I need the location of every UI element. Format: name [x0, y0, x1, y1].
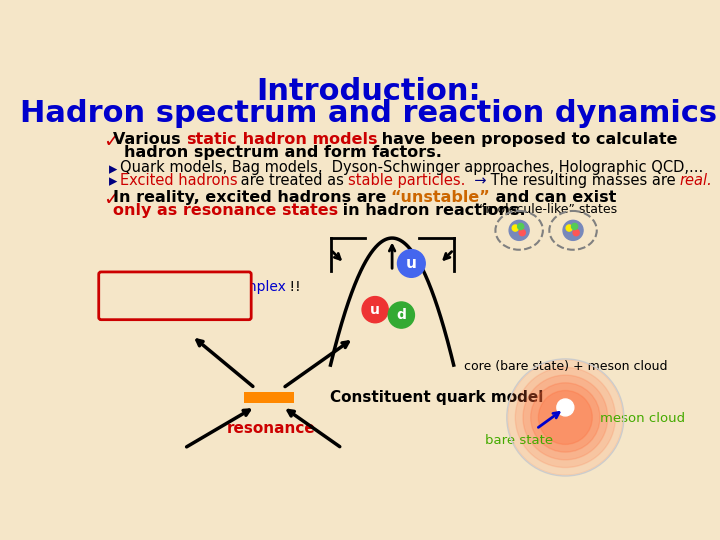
Text: “pole mass”: “pole mass”: [123, 296, 208, 310]
Circle shape: [516, 367, 616, 468]
Text: “unstable”: “unstable”: [390, 190, 490, 205]
Text: “Mass” becomes: “Mass” becomes: [107, 280, 228, 294]
Text: u: u: [370, 302, 380, 316]
Text: →: →: [107, 296, 123, 310]
Text: real.: real.: [679, 173, 712, 187]
Text: resonance: resonance: [227, 421, 315, 436]
Circle shape: [508, 360, 623, 475]
Circle shape: [557, 399, 574, 416]
Text: in hadron reactions.: in hadron reactions.: [337, 204, 526, 218]
Text: Excited hadrons: Excited hadrons: [120, 173, 237, 187]
Bar: [244, 392, 294, 403]
Text: “molecule-like” states: “molecule-like” states: [480, 204, 618, 217]
Text: Hadron spectrum and reaction dynamics: Hadron spectrum and reaction dynamics: [20, 99, 718, 127]
Text: and can exist: and can exist: [490, 190, 616, 205]
Text: d: d: [397, 308, 406, 322]
Text: u: u: [406, 256, 417, 271]
Circle shape: [563, 220, 583, 240]
Circle shape: [523, 375, 608, 460]
Text: only as resonance states: only as resonance states: [113, 204, 338, 218]
Text: The resulting masses are: The resulting masses are: [486, 173, 680, 187]
Text: stable particles.: stable particles.: [348, 173, 466, 187]
Circle shape: [362, 296, 388, 323]
FancyBboxPatch shape: [99, 272, 251, 320]
Circle shape: [572, 224, 577, 230]
Circle shape: [388, 302, 415, 328]
Text: complex: complex: [227, 280, 286, 294]
Circle shape: [518, 224, 523, 230]
Text: !!: !!: [285, 280, 301, 294]
Text: hadron models: hadron models: [237, 132, 377, 147]
Text: Various: Various: [113, 132, 186, 147]
Text: ✓: ✓: [102, 190, 119, 210]
Circle shape: [539, 390, 593, 444]
Text: are treated as: are treated as: [236, 173, 349, 187]
Circle shape: [509, 220, 529, 240]
Circle shape: [519, 230, 526, 236]
Text: static: static: [186, 132, 237, 147]
Text: ▸: ▸: [109, 160, 117, 178]
Text: Introduction:: Introduction:: [257, 77, 481, 106]
Text: In reality, excited hadrons are: In reality, excited hadrons are: [113, 190, 392, 205]
Text: Constituent quark model: Constituent quark model: [330, 390, 544, 405]
Text: →: →: [465, 173, 486, 187]
Circle shape: [566, 225, 572, 231]
Text: have been proposed to calculate: have been proposed to calculate: [376, 132, 678, 147]
Text: core (bare state) + meson cloud: core (bare state) + meson cloud: [464, 361, 667, 374]
Text: Quark models, Bag models,  Dyson-Schwinger approaches, Holographic QCD,...: Quark models, Bag models, Dyson-Schwinge…: [120, 160, 703, 176]
Circle shape: [573, 230, 579, 236]
Text: hadron spectrum and form factors.: hadron spectrum and form factors.: [124, 145, 442, 160]
Circle shape: [531, 383, 600, 452]
Text: ▸: ▸: [109, 173, 117, 191]
Text: bare state: bare state: [485, 434, 553, 448]
Circle shape: [512, 225, 518, 231]
Circle shape: [397, 249, 426, 278]
Text: ✓: ✓: [102, 132, 119, 151]
Text: meson cloud: meson cloud: [600, 413, 685, 426]
